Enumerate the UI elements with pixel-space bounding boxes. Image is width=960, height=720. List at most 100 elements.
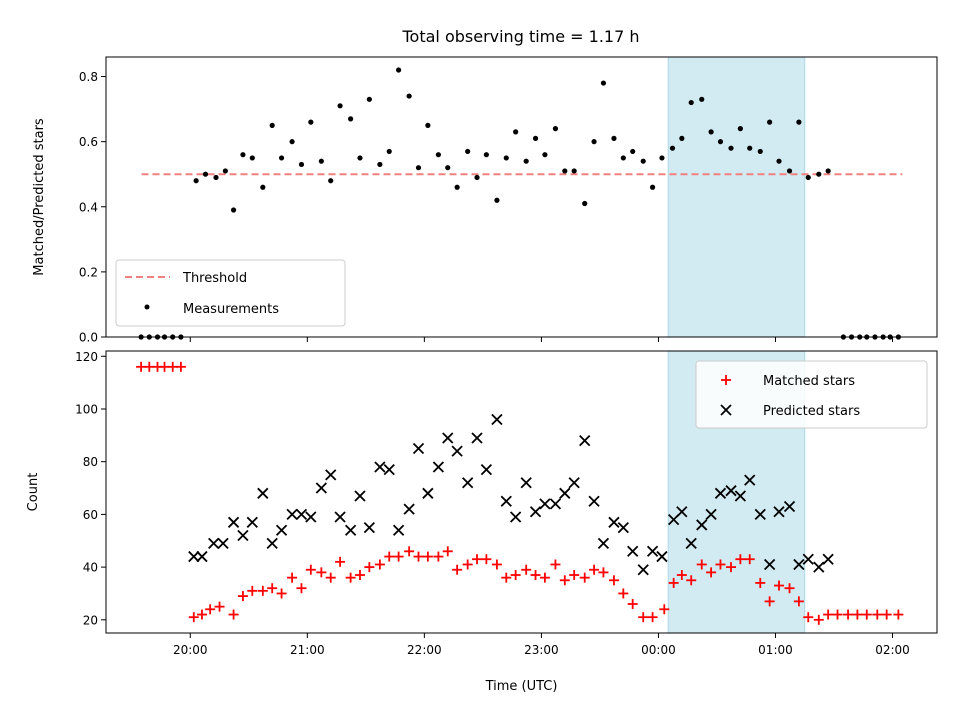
matched-star-point xyxy=(647,612,658,623)
top-y-axis-ticks: 0.0 0.2 0.4 0.6 0.8 xyxy=(79,70,106,345)
predicted-star-point xyxy=(676,506,688,518)
matched-star-point xyxy=(726,562,737,573)
measurement-point xyxy=(542,152,548,158)
predicted-star-point xyxy=(208,537,220,550)
predicted-star-point xyxy=(725,485,737,497)
predicted-star-point xyxy=(529,506,542,518)
predicted-star-point xyxy=(275,524,288,536)
y-tick-label: 0.4 xyxy=(79,200,98,214)
matched-star-point xyxy=(267,583,278,594)
measurement-point xyxy=(708,129,714,135)
measurement-point xyxy=(611,135,617,141)
y-tick-label: 120 xyxy=(75,350,98,364)
measurement-point xyxy=(415,165,422,171)
bottom-x-axis-label: Time (UTC) xyxy=(485,679,558,694)
predicted-star-point xyxy=(266,537,278,550)
matched-star-point xyxy=(501,572,512,583)
measurement-point xyxy=(348,116,354,122)
predicted-star-point xyxy=(392,524,405,536)
matched-star-point xyxy=(296,583,307,594)
predicted-star-point xyxy=(763,558,776,571)
x-tick-label: 22:00 xyxy=(407,643,442,657)
matched-star-point xyxy=(316,567,327,578)
measurement-point xyxy=(571,168,577,174)
measurement-point xyxy=(659,155,665,161)
predicted-star-point xyxy=(588,495,600,507)
measurement-point xyxy=(366,96,372,102)
y-tick-label: 40 xyxy=(83,561,98,575)
matched-star-point xyxy=(550,559,561,570)
matched-star-point xyxy=(374,559,385,570)
matched-star-point xyxy=(257,585,268,596)
matched-star-point xyxy=(861,609,872,620)
measurement-point xyxy=(494,197,500,203)
matched-star-point xyxy=(491,559,502,570)
predicted-star-point xyxy=(196,550,208,563)
matched-star-point xyxy=(579,572,590,583)
measurement-point xyxy=(757,148,763,155)
bottom-y-axis-label: Count xyxy=(26,473,41,512)
predicted-star-point xyxy=(471,432,483,444)
y-tick-label: 80 xyxy=(83,455,98,469)
matched-star-point xyxy=(354,570,365,581)
matched-star-points xyxy=(136,361,904,625)
measurement-point xyxy=(630,148,636,155)
predicted-star-point xyxy=(237,529,249,542)
predicted-star-point xyxy=(334,511,346,523)
matched-star-point xyxy=(472,554,483,565)
observing-window-highlight xyxy=(667,56,806,338)
matched-star-point xyxy=(539,572,550,583)
measurement-point xyxy=(240,152,246,158)
matched-star-point xyxy=(755,577,766,588)
matched-star-point xyxy=(744,554,755,565)
top-x-axis-ticks xyxy=(189,337,894,342)
measurement-point xyxy=(786,168,793,174)
matched-star-point xyxy=(196,609,207,620)
predicted-star-point xyxy=(597,537,610,550)
matched-star-point xyxy=(364,562,375,573)
y-tick-label: 0.2 xyxy=(79,265,98,279)
legend-matched-swatch xyxy=(721,375,731,385)
measurement-point xyxy=(717,139,724,145)
figure-title: Total observing time = 1.17 h xyxy=(401,27,639,46)
matched-star-point xyxy=(706,567,717,578)
matched-star-point xyxy=(325,572,336,583)
measurement-point xyxy=(406,93,412,99)
bottom-x-axis-ticks: 20:00 21:00 22:00 23:00 00:00 01:00 02:00 xyxy=(173,633,910,657)
predicted-star-point xyxy=(286,508,298,521)
matched-star-point xyxy=(668,577,679,588)
measurement-point xyxy=(825,168,831,174)
x-tick-label: 23:00 xyxy=(524,643,559,657)
top-legend: Threshold Measurements xyxy=(115,259,346,327)
matched-star-point xyxy=(735,554,746,565)
predicted-star-point xyxy=(491,413,503,426)
matched-star-point xyxy=(237,591,248,602)
measurement-point xyxy=(222,168,228,174)
predicted-star-point xyxy=(451,445,463,457)
x-tick-label: 20:00 xyxy=(173,643,208,657)
measurement-point xyxy=(377,161,383,168)
matched-star-point xyxy=(784,583,795,594)
x-tick-label: 01:00 xyxy=(758,643,793,657)
predicted-star-point xyxy=(559,487,571,499)
measurement-point xyxy=(562,168,568,174)
predicted-star-points xyxy=(188,413,834,576)
predicted-star-point xyxy=(188,550,200,563)
matched-star-point xyxy=(188,612,199,623)
measurement-point xyxy=(503,155,509,161)
predicted-star-point xyxy=(646,545,659,557)
measurement-point xyxy=(728,145,734,151)
bottom-y-axis-ticks: 20 40 60 80 100 120 xyxy=(75,350,106,627)
predicted-star-point xyxy=(246,516,258,528)
matched-star-point xyxy=(793,596,804,607)
measurement-point xyxy=(474,174,480,181)
matched-star-point xyxy=(452,564,463,575)
matched-star-point xyxy=(696,559,707,570)
matched-star-point xyxy=(638,612,649,623)
measurement-point xyxy=(230,207,237,213)
top-y-axis-label: Matched/Predicted stars xyxy=(32,118,47,276)
legend-matched-label: Matched stars xyxy=(763,374,855,389)
matched-star-point xyxy=(569,570,580,581)
y-tick-label: 20 xyxy=(83,613,98,627)
y-tick-label: 0.6 xyxy=(79,135,98,149)
